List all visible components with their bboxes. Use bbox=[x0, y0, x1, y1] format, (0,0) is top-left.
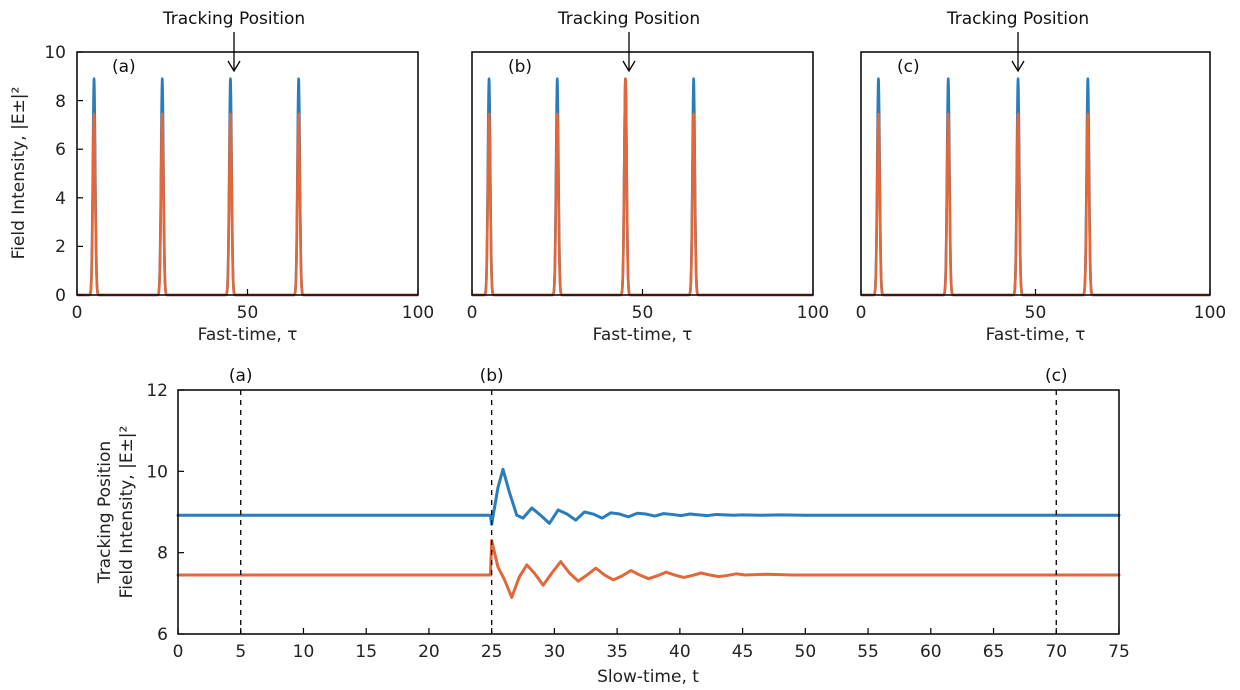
tracking-arrow-head-b bbox=[622, 60, 636, 73]
series-line-bottom-upper bbox=[176, 467, 1121, 526]
panel-b: Tracking Position (b) 0 50 100 Fast-time… bbox=[467, 9, 830, 345]
marker-label-2: (c) bbox=[1045, 366, 1068, 386]
y-tick-label-a-4: 4 bbox=[55, 189, 66, 209]
panel-label-c: (c) bbox=[897, 57, 920, 77]
series-line-a-lower bbox=[75, 112, 420, 297]
x-tick-label-bottom-25: 25 bbox=[481, 642, 503, 662]
tracking-position-label-a: Tracking Position bbox=[162, 9, 305, 29]
x-tick-label-bottom-15: 15 bbox=[355, 642, 377, 662]
x-axis-label-b: Fast-time, τ bbox=[593, 325, 693, 345]
panel-bottom: (a) (b) (c) 0 5 10 15 20 25 30 35 40 45 50 55 60 65 70 75… bbox=[95, 366, 1130, 687]
x-tick-label-b-50: 50 bbox=[632, 303, 654, 323]
x-tick-label-bottom-70: 70 bbox=[1045, 642, 1067, 662]
x-tick-label-bottom-65: 65 bbox=[983, 642, 1005, 662]
x-tick-label-bottom-20: 20 bbox=[418, 642, 440, 662]
series-line-b-upper bbox=[470, 77, 815, 297]
plot-frame-b bbox=[471, 51, 814, 296]
plot-frame-c bbox=[860, 51, 1211, 296]
y-tick-label-a-6: 6 bbox=[55, 140, 66, 160]
plot-frame-a bbox=[76, 51, 419, 296]
y-tick-label-a-10: 10 bbox=[44, 43, 66, 63]
x-tick-label-bottom-35: 35 bbox=[606, 642, 628, 662]
x-tick-label-b-100: 100 bbox=[797, 303, 829, 323]
x-axis-label-a: Fast-time, τ bbox=[198, 325, 298, 345]
x-tick-label-c-50: 50 bbox=[1025, 303, 1047, 323]
panel-label-a: (a) bbox=[112, 57, 136, 77]
series-line-c-upper bbox=[859, 77, 1212, 297]
y-tick-label-a-8: 8 bbox=[55, 92, 66, 112]
tracking-position-label-c: Tracking Position bbox=[946, 9, 1089, 29]
series-line-b-lower bbox=[470, 77, 815, 297]
x-tick-label-bottom-5: 5 bbox=[235, 642, 246, 662]
ticks-group-bottom: 0 5 10 15 20 25 30 35 40 45 50 55 60 65 70 75 6 8 10 12 bbox=[146, 381, 1129, 662]
y-tick-label-a-2: 2 bbox=[55, 237, 66, 257]
y-tick-label-bottom-6: 6 bbox=[157, 625, 168, 645]
tracking-arrow-head-a bbox=[227, 60, 241, 73]
panel-label-b: (b) bbox=[508, 57, 532, 77]
x-tick-label-bottom-50: 50 bbox=[795, 642, 817, 662]
x-tick-label-bottom-10: 10 bbox=[293, 642, 315, 662]
x-tick-label-bottom-0: 0 bbox=[173, 642, 184, 662]
x-tick-label-bottom-55: 55 bbox=[857, 642, 879, 662]
panel-a: Tracking Position (a) 0 50 100 0 2 4 6 8… bbox=[9, 9, 434, 345]
y-tick-label-a-0: 0 bbox=[55, 286, 66, 306]
x-tick-label-a-0: 0 bbox=[72, 303, 83, 323]
y-tick-label-bottom-8: 8 bbox=[157, 544, 168, 564]
x-axis-label-c: Fast-time, τ bbox=[986, 325, 1086, 345]
x-axis-label-bottom: Slow-time, t bbox=[597, 667, 699, 687]
marker-lines-group: (a) (b) (c) bbox=[229, 366, 1068, 634]
series-line-c-lower bbox=[859, 112, 1212, 297]
x-tick-label-c-100: 100 bbox=[1194, 303, 1226, 323]
series-group-b bbox=[470, 77, 815, 297]
series-group-a bbox=[75, 77, 420, 297]
x-tick-label-bottom-45: 45 bbox=[732, 642, 754, 662]
x-tick-label-bottom-40: 40 bbox=[669, 642, 691, 662]
x-tick-label-c-0: 0 bbox=[856, 303, 867, 323]
tracking-position-label-b: Tracking Position bbox=[557, 9, 700, 29]
x-tick-label-bottom-75: 75 bbox=[1108, 642, 1130, 662]
x-tick-label-a-50: 50 bbox=[237, 303, 259, 323]
x-tick-label-bottom-30: 30 bbox=[544, 642, 566, 662]
marker-label-0: (a) bbox=[229, 366, 253, 386]
series-group-c bbox=[859, 77, 1212, 297]
y-tick-label-bottom-10: 10 bbox=[146, 462, 168, 482]
series-group-bottom bbox=[176, 467, 1121, 599]
series-line-a-upper bbox=[75, 77, 420, 297]
plot-frame-bottom bbox=[177, 389, 1120, 635]
marker-label-1: (b) bbox=[480, 366, 504, 386]
x-tick-label-a-100: 100 bbox=[402, 303, 434, 323]
x-tick-label-bottom-60: 60 bbox=[920, 642, 942, 662]
series-line-bottom-lower bbox=[176, 538, 1121, 599]
y-axis-label-bottom-line2: Field Intensity, |E±|² bbox=[117, 426, 137, 599]
y-tick-label-bottom-12: 12 bbox=[146, 381, 168, 401]
y-axis-label-bottom-line1: Tracking Position bbox=[95, 441, 115, 584]
panel-c: Tracking Position (c) 0 50 100 Fast-time… bbox=[856, 9, 1227, 345]
tracking-arrow-head-c bbox=[1011, 60, 1025, 73]
y-axis-label-a: Field Intensity, |E±|² bbox=[9, 87, 29, 260]
x-tick-label-b-0: 0 bbox=[467, 303, 478, 323]
